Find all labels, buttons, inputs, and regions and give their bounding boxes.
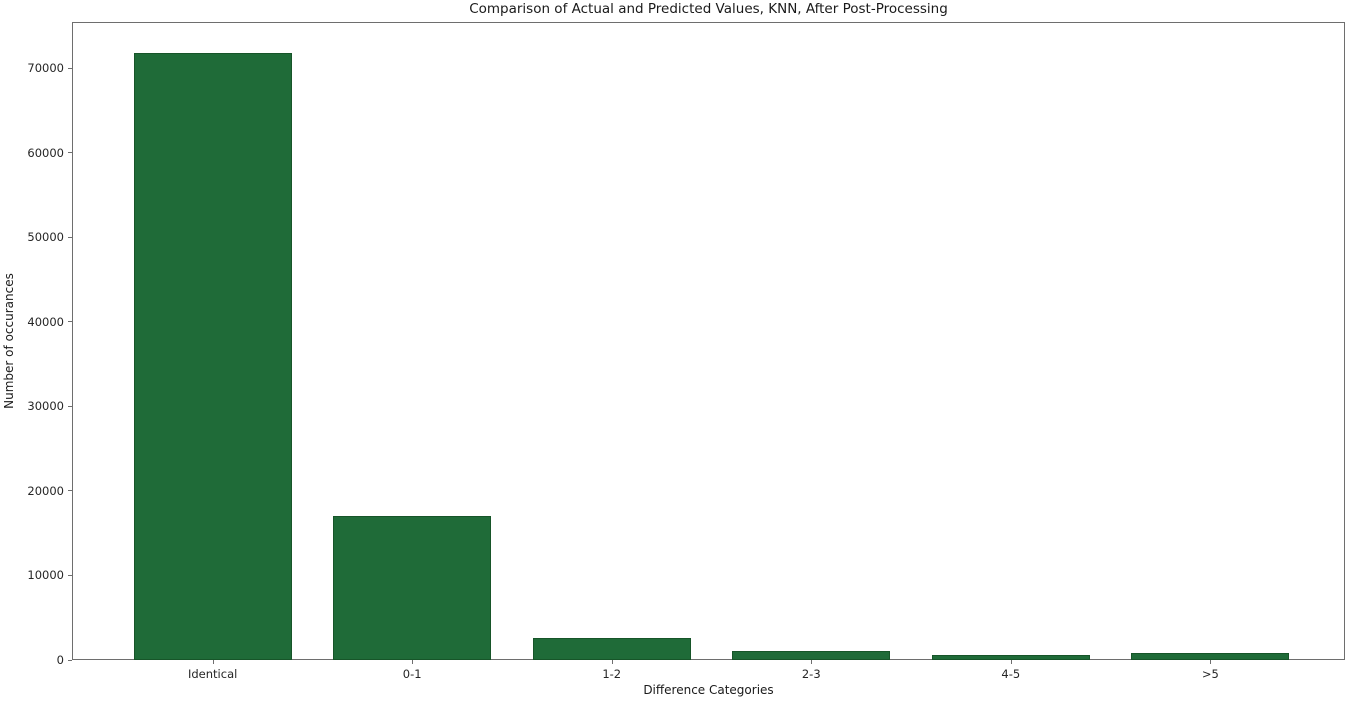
y-tick-mark xyxy=(68,659,72,661)
y-tick-label: 0 xyxy=(56,653,64,667)
x-tick-mark xyxy=(811,660,813,664)
y-tick-label: 50000 xyxy=(27,230,64,245)
bar-1-2 xyxy=(532,638,691,660)
y-tick-label: 70000 xyxy=(27,61,64,76)
bar-4-5 xyxy=(931,654,1090,660)
y-tick-mark xyxy=(68,236,72,238)
y-tick-label: 10000 xyxy=(27,568,64,583)
x-tick-mark xyxy=(412,660,414,664)
x-tick-label: 0-1 xyxy=(402,667,422,681)
x-tick-mark xyxy=(1010,660,1012,664)
x-axis-label: Difference Categories xyxy=(643,683,774,697)
y-tick-mark xyxy=(68,490,72,492)
x-tick-mark xyxy=(611,660,613,664)
bar-2-3 xyxy=(732,651,891,660)
x-tick-label: 4-5 xyxy=(1001,667,1021,681)
y-tick-mark xyxy=(68,67,72,69)
bar-identical xyxy=(133,53,292,660)
bar-0-1 xyxy=(333,515,492,660)
y-tick-mark xyxy=(68,152,72,154)
x-tick-label: >5 xyxy=(1201,667,1219,681)
y-tick-label: 60000 xyxy=(27,145,64,160)
y-tick-mark xyxy=(68,321,72,323)
y-tick-mark xyxy=(68,405,72,407)
y-tick-mark xyxy=(68,574,72,576)
y-tick-label: 40000 xyxy=(27,314,64,329)
x-tick-label: 1-2 xyxy=(602,667,622,681)
x-tick-mark xyxy=(1210,660,1212,664)
x-tick-label: 2-3 xyxy=(801,667,821,681)
bar--5 xyxy=(1131,653,1290,660)
y-tick-label: 20000 xyxy=(27,483,64,498)
chart-title: Comparison of Actual and Predicted Value… xyxy=(469,1,948,17)
x-tick-label: Identical xyxy=(187,667,238,681)
x-tick-mark xyxy=(212,660,214,664)
y-axis-label: Number of occurances xyxy=(2,273,16,409)
y-tick-label: 30000 xyxy=(27,399,64,414)
